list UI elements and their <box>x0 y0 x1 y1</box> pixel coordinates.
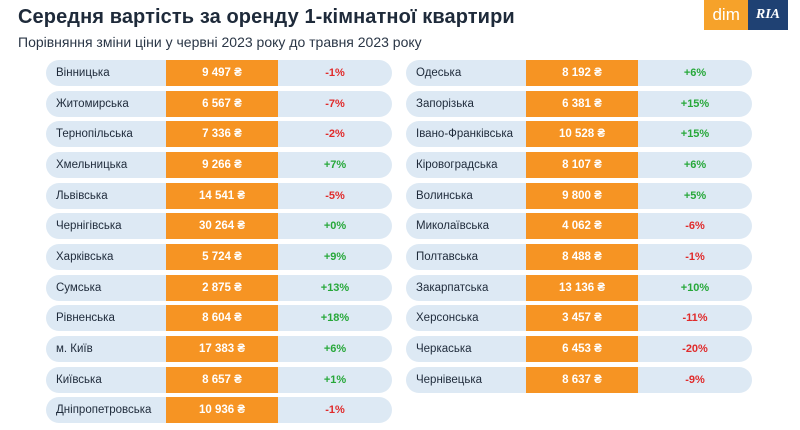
table-row: Вінницька 9 497 ₴ -1% <box>46 60 392 86</box>
region-name: Хмельницька <box>56 158 128 171</box>
table-row: Полтавська 8 488 ₴ -1% <box>406 243 752 270</box>
rent-price: 9 800 ₴ <box>526 182 638 209</box>
dim-ria-logo: dim RIA <box>704 0 788 30</box>
price-change: +5% <box>683 189 707 202</box>
table-row: Тернопільська 7 336 ₴ -2% <box>46 121 392 148</box>
table-row: Хмельницька 9 266 ₴ +7% <box>46 151 392 178</box>
price-change: -1% <box>685 250 705 263</box>
rent-price: 8 657 ₴ <box>166 366 278 393</box>
region-name: Рівненська <box>56 312 115 325</box>
region-name: Тернопільська <box>56 128 133 141</box>
chart-subtitle: Порівняння зміни ціни у червні 2023 року… <box>18 34 422 50</box>
price-change: +9% <box>323 250 347 263</box>
table-row: Харківська 5 724 ₴ +9% <box>46 243 392 270</box>
rent-price: 9 497 ₴ <box>166 60 278 86</box>
region-name: Вінницька <box>56 67 110 79</box>
price-change: -1% <box>325 404 345 417</box>
region-name: Кіровоградська <box>416 158 498 171</box>
region-name: Івано-Франківська <box>416 128 514 141</box>
rent-price: 4 062 ₴ <box>526 213 638 240</box>
price-change: +7% <box>323 158 347 171</box>
chart-title: Середня вартість за оренду 1-кімнатної к… <box>18 6 515 28</box>
region-name: Харківська <box>56 250 114 263</box>
region-name: м. Київ <box>56 342 93 355</box>
price-change: +15% <box>680 128 710 141</box>
table-row: Житомирська 6 567 ₴ -7% <box>46 90 392 117</box>
logo-dim-text: dim <box>704 0 748 30</box>
table-row: Київська 8 657 ₴ +1% <box>46 366 392 393</box>
rent-price: 7 336 ₴ <box>166 121 278 148</box>
region-name: Запорізька <box>416 97 474 110</box>
rent-price: 6 381 ₴ <box>526 90 638 117</box>
region-name: Житомирська <box>56 97 129 110</box>
region-name: Чернігівська <box>56 220 122 233</box>
logo-ria-text: RIA <box>747 0 788 30</box>
rent-price: 6 453 ₴ <box>526 335 638 362</box>
price-change: -5% <box>325 189 345 202</box>
rent-price: 10 936 ₴ <box>166 397 278 424</box>
region-name: Херсонська <box>416 312 479 325</box>
table-row: Одеська 8 192 ₴ +6% <box>406 60 752 86</box>
table-column-right: Одеська 8 192 ₴ +6% Запорізька 6 381 ₴ +15% Ів… <box>406 60 752 397</box>
price-change: -6% <box>685 220 705 233</box>
price-change: +6% <box>323 342 347 355</box>
rent-price: 17 383 ₴ <box>166 335 278 362</box>
table-row: Івано-Франківська 10 528 ₴ +15% <box>406 121 752 148</box>
table-row: Львівська 14 541 ₴ -5% <box>46 182 392 209</box>
price-change: -2% <box>325 128 345 141</box>
rent-price: 14 541 ₴ <box>166 182 278 209</box>
price-change: -9% <box>685 373 705 386</box>
price-change: +15% <box>680 97 710 110</box>
price-change: +10% <box>680 281 710 294</box>
region-name: Закарпатська <box>416 281 489 294</box>
rent-price: 10 528 ₴ <box>526 121 638 148</box>
price-change: -7% <box>325 97 345 110</box>
region-name: Полтавська <box>416 250 479 263</box>
rent-price: 8 107 ₴ <box>526 151 638 178</box>
table-row: Запорізька 6 381 ₴ +15% <box>406 90 752 117</box>
price-change: +13% <box>320 281 350 294</box>
region-name: Львівська <box>56 189 108 202</box>
table-row: Закарпатська 13 136 ₴ +10% <box>406 274 752 301</box>
rent-price: 2 875 ₴ <box>166 274 278 301</box>
table-row: Чернівецька 8 637 ₴ -9% <box>406 366 752 393</box>
rent-price: 8 192 ₴ <box>526 60 638 86</box>
table-row: Чернігівська 30 264 ₴ +0% <box>46 213 392 240</box>
table-row: Волинська 9 800 ₴ +5% <box>406 182 752 209</box>
price-change: +0% <box>323 220 347 233</box>
price-change: +18% <box>320 312 350 325</box>
region-name: Волинська <box>416 189 473 202</box>
rent-price: 8 604 ₴ <box>166 305 278 332</box>
table-row: Миколаївська 4 062 ₴ -6% <box>406 213 752 240</box>
rent-price: 13 136 ₴ <box>526 274 638 301</box>
rent-price: 5 724 ₴ <box>166 243 278 270</box>
rent-price: 30 264 ₴ <box>166 213 278 240</box>
rent-price: 9 266 ₴ <box>166 151 278 178</box>
rent-price: 8 637 ₴ <box>526 366 638 393</box>
table-row: Херсонська 3 457 ₴ -11% <box>406 305 752 332</box>
rent-price: 8 488 ₴ <box>526 243 638 270</box>
region-name: Миколаївська <box>416 220 490 233</box>
price-change: -20% <box>682 342 708 355</box>
region-name: Сумська <box>56 281 102 294</box>
table-row: Сумська 2 875 ₴ +13% <box>46 274 392 301</box>
region-name: Одеська <box>416 67 462 79</box>
table-row: Кіровоградська 8 107 ₴ +6% <box>406 151 752 178</box>
price-change: +6% <box>683 158 707 171</box>
price-change: -11% <box>682 312 708 325</box>
region-name: Черкаська <box>416 342 472 355</box>
price-change: -1% <box>325 67 345 79</box>
table-row: м. Київ 17 383 ₴ +6% <box>46 335 392 362</box>
region-name: Чернівецька <box>416 373 482 386</box>
table-row: Дніпропетровська 10 936 ₴ -1% <box>46 397 392 424</box>
region-name: Київська <box>56 373 102 386</box>
table-row: Черкаська 6 453 ₴ -20% <box>406 335 752 362</box>
rent-price: 3 457 ₴ <box>526 305 638 332</box>
table-column-left: Вінницька 9 497 ₴ -1% Житомирська 6 567 ₴ -7%… <box>46 60 392 428</box>
price-change: +6% <box>683 67 707 79</box>
region-name: Дніпропетровська <box>56 404 152 417</box>
price-change: +1% <box>323 373 347 386</box>
table-row: Рівненська 8 604 ₴ +18% <box>46 305 392 332</box>
rent-price: 6 567 ₴ <box>166 90 278 117</box>
